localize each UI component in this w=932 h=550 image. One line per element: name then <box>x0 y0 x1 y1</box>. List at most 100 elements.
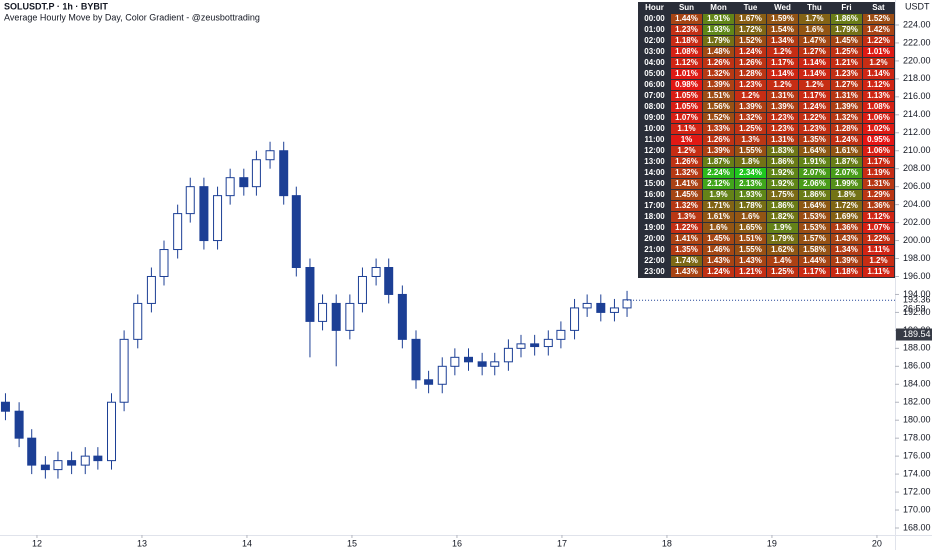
value-cell: 1.45% <box>830 35 863 47</box>
y-tick-label: 170.00 <box>903 504 931 514</box>
candle-body <box>463 356 473 363</box>
value-cell: 1.48% <box>702 46 735 58</box>
y-tick-label: 184.00 <box>903 379 931 389</box>
value-cell: 1.64% <box>798 200 831 212</box>
x-tick-label: 20 <box>872 538 882 548</box>
value-cell: 1.01% <box>670 68 703 80</box>
value-cell: 1.52% <box>734 35 767 47</box>
value-cell: 1.92% <box>766 167 799 179</box>
value-cell: 1.31% <box>830 90 863 102</box>
hour-cell: 07:00 <box>638 90 671 102</box>
value-cell: 1.32% <box>670 167 703 179</box>
y-tick-label: 202.00 <box>903 217 931 227</box>
y-tick-label: 194.00 <box>903 289 931 299</box>
candle-body <box>265 150 275 161</box>
value-cell: 1.6% <box>702 222 735 234</box>
value-cell: 1.34% <box>766 35 799 47</box>
value-cell: 1.05% <box>670 90 703 102</box>
candle-body <box>371 267 381 277</box>
y-tick-label: 178.00 <box>903 433 931 443</box>
value-cell: 1.36% <box>862 200 895 212</box>
candle-body <box>67 460 77 466</box>
table-row: 00:00 1.44% 1.91% 1.67% 1.59% 1.7% 1.86% 1.52% <box>638 13 895 25</box>
table-row: 06:00 0.98% 1.39% 1.23% 1.2% 1.2% 1.27% 1.12% <box>638 79 895 91</box>
y-tick-label: 222.00 <box>903 37 931 47</box>
value-cell: 1.39% <box>702 145 735 157</box>
value-cell: 1.64% <box>798 145 831 157</box>
header-cell: Thu <box>798 2 831 14</box>
value-cell: 1.12% <box>862 211 895 223</box>
candle-body <box>133 302 143 340</box>
value-cell: 1.86% <box>830 13 863 25</box>
value-cell: 1.45% <box>702 233 735 245</box>
value-cell: 1.6% <box>734 211 767 223</box>
candle-body <box>239 177 249 188</box>
chart-title: Average Hourly Move by Day, Color Gradie… <box>4 12 260 22</box>
value-cell: 1.3% <box>670 211 703 223</box>
y-tick-label: 192.00 <box>903 307 931 317</box>
value-cell: 2.13% <box>734 178 767 190</box>
hour-cell: 05:00 <box>638 68 671 80</box>
symbol: SOLUSDT.P · 1h · BYBIT <box>4 1 108 11</box>
value-cell: 1.05% <box>670 101 703 113</box>
candle-body <box>503 347 513 363</box>
y-tick-label: 206.00 <box>903 181 931 191</box>
value-cell: 1.36% <box>830 222 863 234</box>
countdown: 26:59 <box>903 304 926 314</box>
candle-body <box>424 379 434 385</box>
table-row: 22:00 1.74% 1.43% 1.43% 1.4% 1.44% 1.39% 1.2% <box>638 255 895 267</box>
hour-cell: 15:00 <box>638 178 671 190</box>
table-row: 02:00 1.18% 1.79% 1.52% 1.34% 1.47% 1.45% 1.22% <box>638 35 895 47</box>
value-cell: 1.86% <box>766 156 799 168</box>
y-tick-label: 224.00 <box>903 19 931 29</box>
value-cell: 1.11% <box>862 244 895 256</box>
value-cell: 1.26% <box>702 57 735 69</box>
hour-cell: 19:00 <box>638 222 671 234</box>
value-cell: 1.12% <box>862 79 895 91</box>
table-row: 20:00 1.41% 1.45% 1.51% 1.79% 1.57% 1.43% 1.22% <box>638 233 895 245</box>
value-cell: 1.67% <box>734 13 767 25</box>
candle-body <box>159 249 169 277</box>
y-tick-label: 186.00 <box>903 361 931 371</box>
value-cell: 1.31% <box>766 90 799 102</box>
value-cell: 1.82% <box>766 211 799 223</box>
mark-price-label: 189.54 <box>903 329 931 339</box>
value-cell: 1.99% <box>830 178 863 190</box>
value-cell: 1.17% <box>766 57 799 69</box>
table-row: 07:00 1.05% 1.51% 1.2% 1.31% 1.17% 1.31% 1.13% <box>638 90 895 102</box>
x-tick-label: 15 <box>347 538 357 548</box>
candle-body <box>331 302 341 331</box>
table-row: 11:00 1% 1.26% 1.3% 1.31% 1.35% 1.24% 0.95% <box>638 134 895 146</box>
table-row: 21:00 1.35% 1.46% 1.55% 1.62% 1.58% 1.34% 1.11% <box>638 244 895 256</box>
value-cell: 1.43% <box>734 255 767 267</box>
header-cell: Mon <box>702 2 735 14</box>
candle-body <box>318 302 328 322</box>
value-cell: 1.46% <box>702 244 735 256</box>
value-cell: 2.34% <box>734 167 767 179</box>
value-cell: 1.41% <box>670 178 703 190</box>
candle-body <box>609 307 619 313</box>
hour-cell: 21:00 <box>638 244 671 256</box>
value-cell: 1.9% <box>702 189 735 201</box>
value-cell: 1.59% <box>766 13 799 25</box>
value-cell: 1.34% <box>830 244 863 256</box>
value-cell: 1.39% <box>830 101 863 113</box>
y-tick-label: 204.00 <box>903 199 931 209</box>
hour-cell: 22:00 <box>638 255 671 267</box>
hour-cell: 17:00 <box>638 200 671 212</box>
value-cell: 1.54% <box>766 24 799 36</box>
value-cell: 2.06% <box>798 178 831 190</box>
hour-cell: 20:00 <box>638 233 671 245</box>
value-cell: 1.87% <box>830 156 863 168</box>
value-cell: 1.79% <box>766 233 799 245</box>
table-row: 16:00 1.45% 1.9% 1.93% 1.75% 1.86% 1.8% 1.29% <box>638 189 895 201</box>
value-cell: 1.2% <box>670 145 703 157</box>
value-cell: 1.11% <box>862 266 895 278</box>
candle-body <box>213 195 223 242</box>
value-cell: 1.57% <box>798 233 831 245</box>
value-cell: 1.53% <box>798 222 831 234</box>
table-row: 17:00 1.32% 1.71% 1.78% 1.86% 1.64% 1.72% 1.36% <box>638 200 895 212</box>
y-tick-label: 172.00 <box>903 486 931 496</box>
